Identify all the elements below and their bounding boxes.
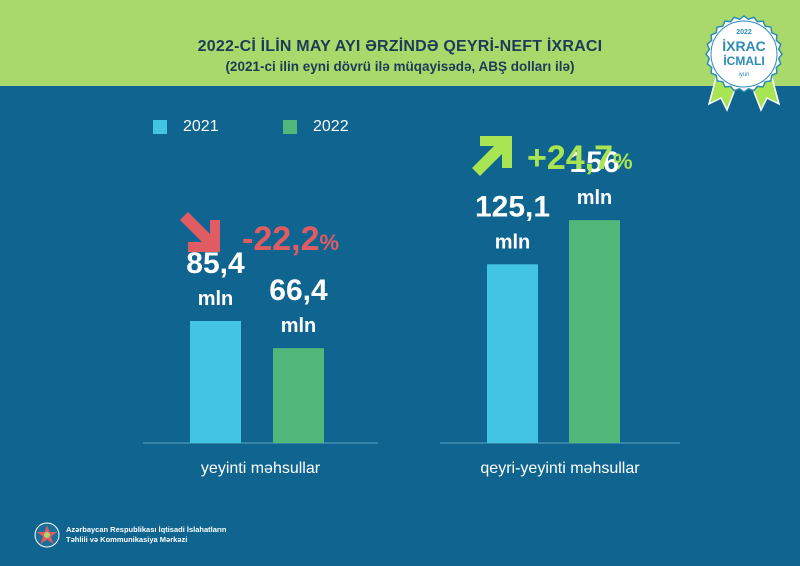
footer-line1: Azərbaycan Respublikası İqtisadi İslahat… — [66, 525, 227, 534]
data-label: 85,4 — [186, 247, 245, 280]
legend-item-2021: 2021 — [153, 118, 219, 136]
data-label: 125,1 — [475, 190, 550, 223]
badge-year: 2022 — [736, 29, 752, 36]
category-label: yeyinti məhsullar — [201, 460, 321, 477]
unit-label: mln — [198, 288, 234, 310]
change-label-increase: +24,7% — [527, 139, 633, 177]
bar — [273, 348, 324, 443]
badge-line2: İCMALI — [723, 53, 764, 68]
footer-line2: Təhlili və Kommunikasiya Mərkəzi — [66, 535, 188, 544]
category-label: qeyri-yeyinti məhsullar — [480, 460, 640, 477]
unit-label: mln — [495, 231, 531, 253]
rosette-icon: 2022 İXRAC İCMALI iyun — [705, 15, 783, 112]
export-review-badge: 2022 İXRAC İCMALI iyun — [701, 14, 787, 114]
data-label: 156 — [569, 146, 619, 179]
data-label: 66,4 — [269, 274, 328, 307]
legend-item-2022: 2022 — [283, 118, 349, 136]
arrow-down-icon — [180, 212, 220, 252]
change-label-decrease: -22,2% — [242, 220, 339, 258]
bar — [487, 264, 538, 443]
header-band — [0, 0, 800, 86]
page-subtitle: (2021-ci ilin eyni dövrü ilə müqayisədə,… — [225, 59, 575, 74]
legend-label-2021: 2021 — [183, 118, 219, 135]
emblem-icon — [34, 522, 60, 548]
page-title: 2022-Cİ İLİN MAY AYI ƏRZİNDƏ QEYRİ-NEFT … — [197, 38, 603, 55]
legend-swatch-2022 — [283, 120, 297, 134]
arrow-up-icon — [472, 136, 512, 176]
bar — [190, 321, 241, 443]
badge-line1: İXRAC — [722, 38, 766, 54]
bar — [569, 220, 620, 443]
badge-month: iyun — [738, 72, 749, 78]
legend-swatch-2021 — [153, 120, 167, 134]
unit-label: mln — [281, 315, 317, 337]
legend-label-2022: 2022 — [313, 118, 349, 135]
footer: Azərbaycan Respublikası İqtisadi İslahat… — [34, 520, 226, 550]
unit-label: mln — [577, 187, 613, 209]
